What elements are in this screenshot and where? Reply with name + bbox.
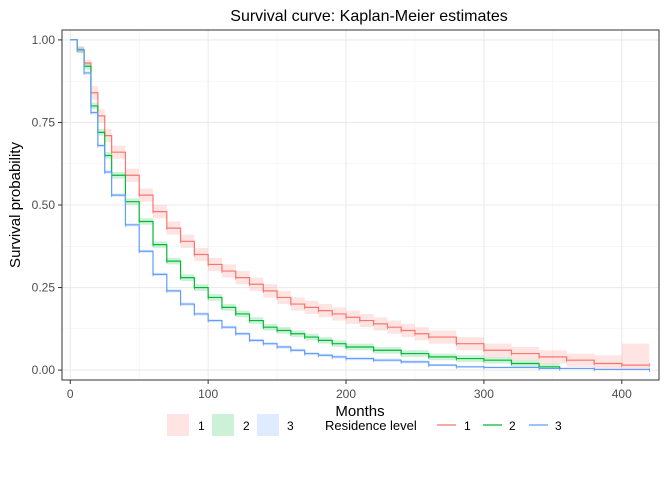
x-tick-label: 400	[612, 387, 632, 401]
legend-fill-label-1: 1	[198, 419, 205, 433]
x-tick-label: 0	[67, 387, 74, 401]
y-tick-label: 0.25	[32, 281, 56, 295]
legend-title: Residence level	[325, 418, 417, 433]
y-tick-label: 0.00	[32, 363, 56, 377]
x-axis-ticks: 0 100 200 300 400	[67, 380, 632, 401]
chart-title: Survival curve: Kaplan-Meier estimates	[230, 8, 507, 25]
legend-line-label-2: 2	[509, 419, 516, 433]
legend-line-key-3: 3	[529, 419, 562, 433]
legend-line-label-1: 1	[464, 419, 471, 433]
y-tick-label: 0.50	[32, 198, 56, 212]
survival-lines	[70, 39, 650, 373]
x-axis-title: Months	[335, 403, 384, 420]
x-tick-label: 100	[198, 387, 218, 401]
y-tick-label: 0.75	[32, 115, 56, 129]
legend-fill-key-3: 3	[257, 414, 294, 436]
legend-fill-swatch-1	[167, 414, 189, 436]
legend-fill-label-2: 2	[243, 419, 250, 433]
legend: 1 2 3 Residence level 1 2 3	[167, 414, 562, 436]
legend-fill-key-1: 1	[167, 414, 205, 436]
legend-line-key-1: 1	[437, 419, 471, 433]
x-tick-label: 300	[474, 387, 494, 401]
legend-fill-swatch-2	[212, 414, 234, 436]
y-axis-title: Survival probability	[7, 142, 24, 268]
y-axis-ticks: 0.00 0.25 0.50 0.75 1.00	[32, 33, 62, 377]
legend-line-key-2: 2	[483, 419, 516, 433]
x-tick-label: 200	[336, 387, 356, 401]
y-tick-label: 1.00	[32, 33, 56, 47]
legend-fill-key-2: 2	[212, 414, 250, 436]
legend-line-label-3: 3	[555, 419, 562, 433]
survival-line-residence-1	[70, 39, 650, 366]
legend-fill-label-3: 3	[287, 419, 294, 433]
legend-fill-swatch-3	[257, 414, 279, 436]
